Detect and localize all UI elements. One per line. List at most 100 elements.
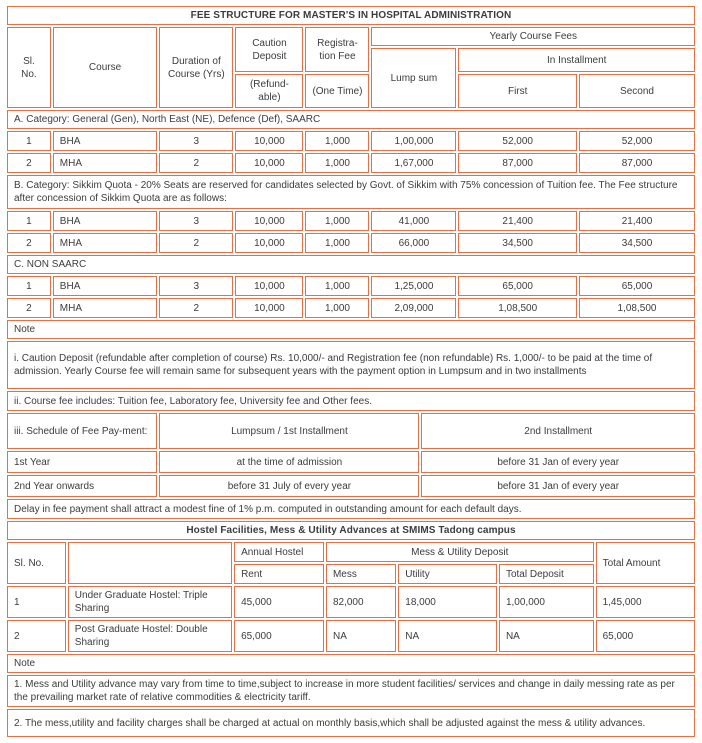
table-cell: NA	[325, 620, 397, 652]
table-cell: 1,45,000	[595, 586, 695, 618]
table-row: 2nd Year onwards before 31 July of every…	[7, 475, 695, 497]
table-cell: MHA	[52, 298, 158, 318]
table-row: Sl. No. Course Duration of Course (Yrs) …	[7, 27, 695, 108]
table-row: (Refund-able) (One Time) First Second	[7, 74, 695, 108]
table-row: 1st Year at the time of admission before…	[7, 451, 695, 473]
hostel-table-title: Hostel Facilities, Mess & Utility Advanc…	[7, 521, 695, 540]
table-row: iii. Schedule of Fee Pay-ment: Lumpsum /…	[7, 413, 695, 449]
table-cell: 2nd Year onwards	[7, 475, 158, 497]
table-row: Sl. No. Annual Hostel Mess & Utility Dep…	[7, 542, 695, 584]
table-cell: 2	[7, 233, 51, 253]
hostel-fees-table: Hostel Facilities, Mess & Utility Advanc…	[5, 519, 697, 739]
table-cell: 1	[7, 131, 51, 151]
table-cell: 1,000	[305, 233, 370, 253]
table-row: FEE STRUCTURE FOR MASTER'S IN HOSPITAL A…	[7, 6, 695, 25]
hostel-header-total-amount: Total Amount	[595, 542, 695, 584]
table-row: 1 BHA 3 10,000 1,000 41,000 21,400 21,40…	[7, 211, 695, 231]
table-cell: 10,000	[235, 233, 304, 253]
fee-structure-table: FEE STRUCTURE FOR MASTER'S IN HOSPITAL A…	[5, 4, 697, 413]
table-row: 2 MHA 2 10,000 1,000 1,67,000 87,000 87,…	[7, 153, 695, 173]
table-cell: 21,400	[579, 211, 695, 231]
table-cell: 1,000	[305, 276, 370, 296]
header-in-installment: In Installment	[458, 48, 695, 72]
table-row: 1. Mess and Utility advance may vary fro…	[7, 675, 695, 707]
section-b-label: B. Category: Sikkim Quota - 20% Seats ar…	[7, 175, 695, 209]
header-duration-of-course: Duration of Course (Yrs)	[159, 27, 234, 108]
hostel-header-description	[67, 542, 233, 584]
table-cell: 1,000	[305, 298, 370, 318]
hostel-header-annual-hostel: Annual Hostel	[234, 542, 324, 562]
hostel-header-sl-no: Sl. No.	[7, 542, 66, 584]
table-cell: 2	[7, 298, 51, 318]
fee-note-label: Note	[7, 320, 695, 339]
table-cell: 1,08,500	[579, 298, 695, 318]
table-cell: 1,000	[305, 131, 370, 151]
table-cell: 2	[7, 620, 66, 652]
table-cell: MHA	[52, 153, 158, 173]
table-cell: 10,000	[235, 276, 304, 296]
table-cell: 45,000	[234, 586, 324, 618]
table-cell: 65,000	[234, 620, 324, 652]
table-cell: 10,000	[235, 211, 304, 231]
hostel-header-mess: Mess	[325, 564, 397, 584]
table-cell: 10,000	[235, 131, 304, 151]
header-lump-sum: Lump sum	[371, 48, 457, 108]
table-cell: 34,500	[579, 233, 695, 253]
header-first-installment: First	[458, 74, 577, 108]
table-cell: Post Graduate Hostel: Double Sharing	[67, 620, 233, 652]
header-caution-deposit: Caution Deposit	[235, 27, 304, 72]
table-cell: NA	[498, 620, 594, 652]
table-cell: 2,09,000	[371, 298, 457, 318]
table-cell: 66,000	[371, 233, 457, 253]
table-cell: MHA	[52, 233, 158, 253]
table-cell: 65,000	[595, 620, 695, 652]
table-cell: NA	[398, 620, 497, 652]
table-cell: 1	[7, 276, 51, 296]
header-sl-no: Sl. No.	[7, 27, 51, 108]
table-cell: 10,000	[235, 298, 304, 318]
header-lumpsum-first-installment: Lumpsum / 1st Installment	[159, 413, 420, 449]
table-cell: BHA	[52, 276, 158, 296]
table-cell: 41,000	[371, 211, 457, 231]
table-row: A. Category: General (Gen), North East (…	[7, 110, 695, 129]
table-cell: 1	[7, 586, 66, 618]
table-row: Rent Mess Utility Total Deposit	[7, 564, 695, 584]
table-cell: before 31 Jan of every year	[421, 475, 695, 497]
header-refundable: (Refund-able)	[235, 74, 304, 108]
table-cell: 65,000	[579, 276, 695, 296]
table-row: i. Caution Deposit (refundable after com…	[7, 341, 695, 389]
table-cell: 2	[159, 298, 234, 318]
table-cell: 3	[159, 276, 234, 296]
fee-payment-schedule-table: iii. Schedule of Fee Pay-ment: Lumpsum /…	[5, 411, 697, 521]
table-cell: 1,000	[305, 153, 370, 173]
hostel-header-mess-utility-deposit: Mess & Utility Deposit	[325, 542, 594, 562]
table-cell: 52,000	[458, 131, 577, 151]
table-cell: 82,000	[325, 586, 397, 618]
table-cell: 10,000	[235, 153, 304, 173]
table-cell: 1st Year	[7, 451, 158, 473]
table-cell: 18,000	[398, 586, 497, 618]
table-cell: 34,500	[458, 233, 577, 253]
fee-note-ii: ii. Course fee includes: Tuition fee, La…	[7, 391, 695, 411]
table-cell: 2	[159, 233, 234, 253]
table-cell: 21,400	[458, 211, 577, 231]
section-a-label: A. Category: General (Gen), North East (…	[7, 110, 695, 129]
table-cell: before 31 Jan of every year	[421, 451, 695, 473]
delay-fine-note: Delay in fee payment shall attract a mod…	[7, 499, 695, 519]
table-cell: 1,25,000	[371, 276, 457, 296]
table-cell: 65,000	[458, 276, 577, 296]
section-c-label: C. NON SAARC	[7, 255, 695, 274]
header-schedule-of-fee-payment: iii. Schedule of Fee Pay-ment:	[7, 413, 158, 449]
table-row: Delay in fee payment shall attract a mod…	[7, 499, 695, 519]
table-cell: 1,08,500	[458, 298, 577, 318]
hostel-note-1: 1. Mess and Utility advance may vary fro…	[7, 675, 695, 707]
table-row: 1 Under Graduate Hostel: Triple Sharing …	[7, 586, 695, 618]
table-cell: Under Graduate Hostel: Triple Sharing	[67, 586, 233, 618]
table-row: ii. Course fee includes: Tuition fee, La…	[7, 391, 695, 411]
table-cell: 87,000	[458, 153, 577, 173]
table-row: C. NON SAARC	[7, 255, 695, 274]
header-one-time: (One Time)	[305, 74, 370, 108]
hostel-header-total-deposit: Total Deposit	[498, 564, 594, 584]
table-cell: BHA	[52, 211, 158, 231]
table-row: Hostel Facilities, Mess & Utility Advanc…	[7, 521, 695, 540]
